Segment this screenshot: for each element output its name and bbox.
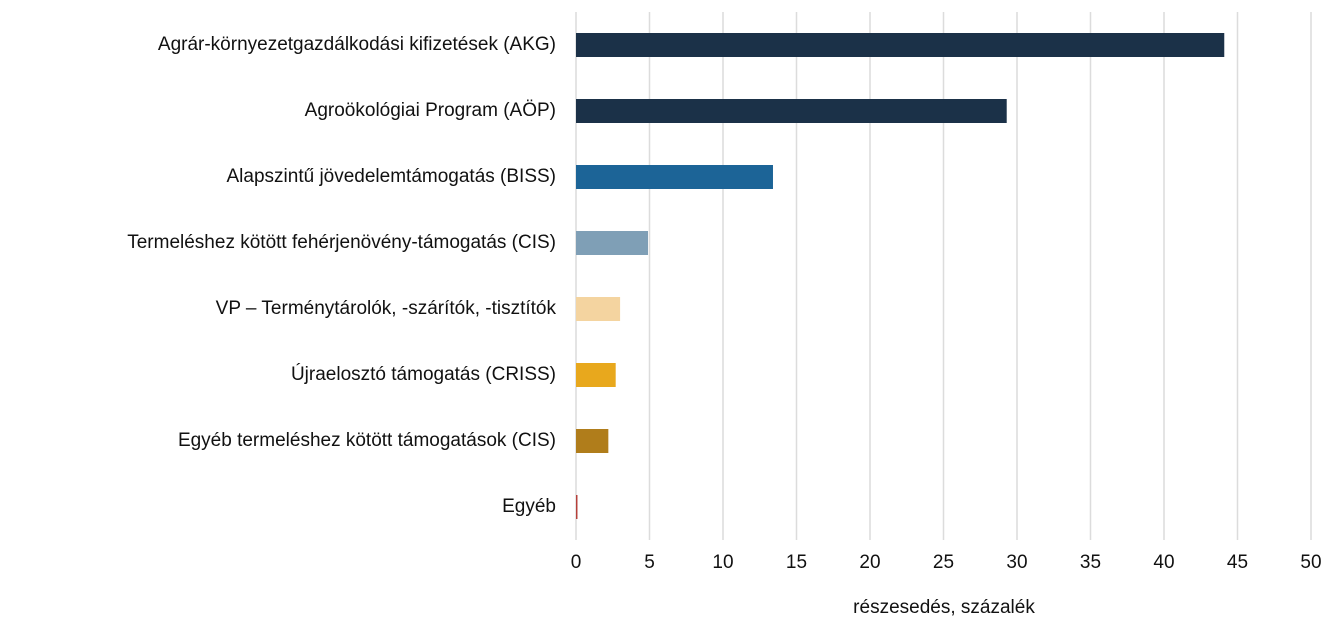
x-tick-label: 10: [712, 552, 733, 573]
x-tick-label: 50: [1300, 552, 1321, 573]
bar: [576, 297, 621, 321]
y-tick-label: Agrár-környezetgazdálkodási kifizetések …: [158, 34, 556, 55]
y-tick-label: Termeléshez kötött fehérjenövény-támogat…: [127, 232, 556, 253]
bar: [576, 231, 649, 255]
x-tick-label: 0: [571, 552, 582, 573]
bar: [576, 429, 609, 453]
bar: [576, 495, 578, 519]
y-tick-label: Egyéb: [502, 496, 556, 517]
x-tick-label: 35: [1080, 552, 1101, 573]
x-tick-label: 20: [859, 552, 880, 573]
y-tick-label: VP – Terménytárolók, -szárítók, -tisztít…: [216, 298, 557, 319]
x-tick-label: 5: [644, 552, 655, 573]
y-tick-label: Agroökológiai Program (AÖP): [305, 100, 556, 121]
y-tick-label: Alapszintű jövedelemtámogatás (BISS): [227, 166, 557, 187]
bar: [576, 363, 616, 387]
x-axis-label: részesedés, százalék: [853, 597, 1035, 618]
x-tick-label: 30: [1006, 552, 1027, 573]
x-tick-label: 25: [933, 552, 954, 573]
x-tick-label: 15: [786, 552, 807, 573]
x-tick-label: 40: [1153, 552, 1174, 573]
y-tick-label: Újraelosztó támogatás (CRISS): [291, 363, 556, 385]
bar: [576, 165, 773, 189]
x-tick-label: 45: [1227, 552, 1248, 573]
y-tick-label: Egyéb termeléshez kötött támogatások (CI…: [178, 430, 556, 451]
bar: [576, 99, 1007, 123]
bar: [576, 33, 1225, 57]
